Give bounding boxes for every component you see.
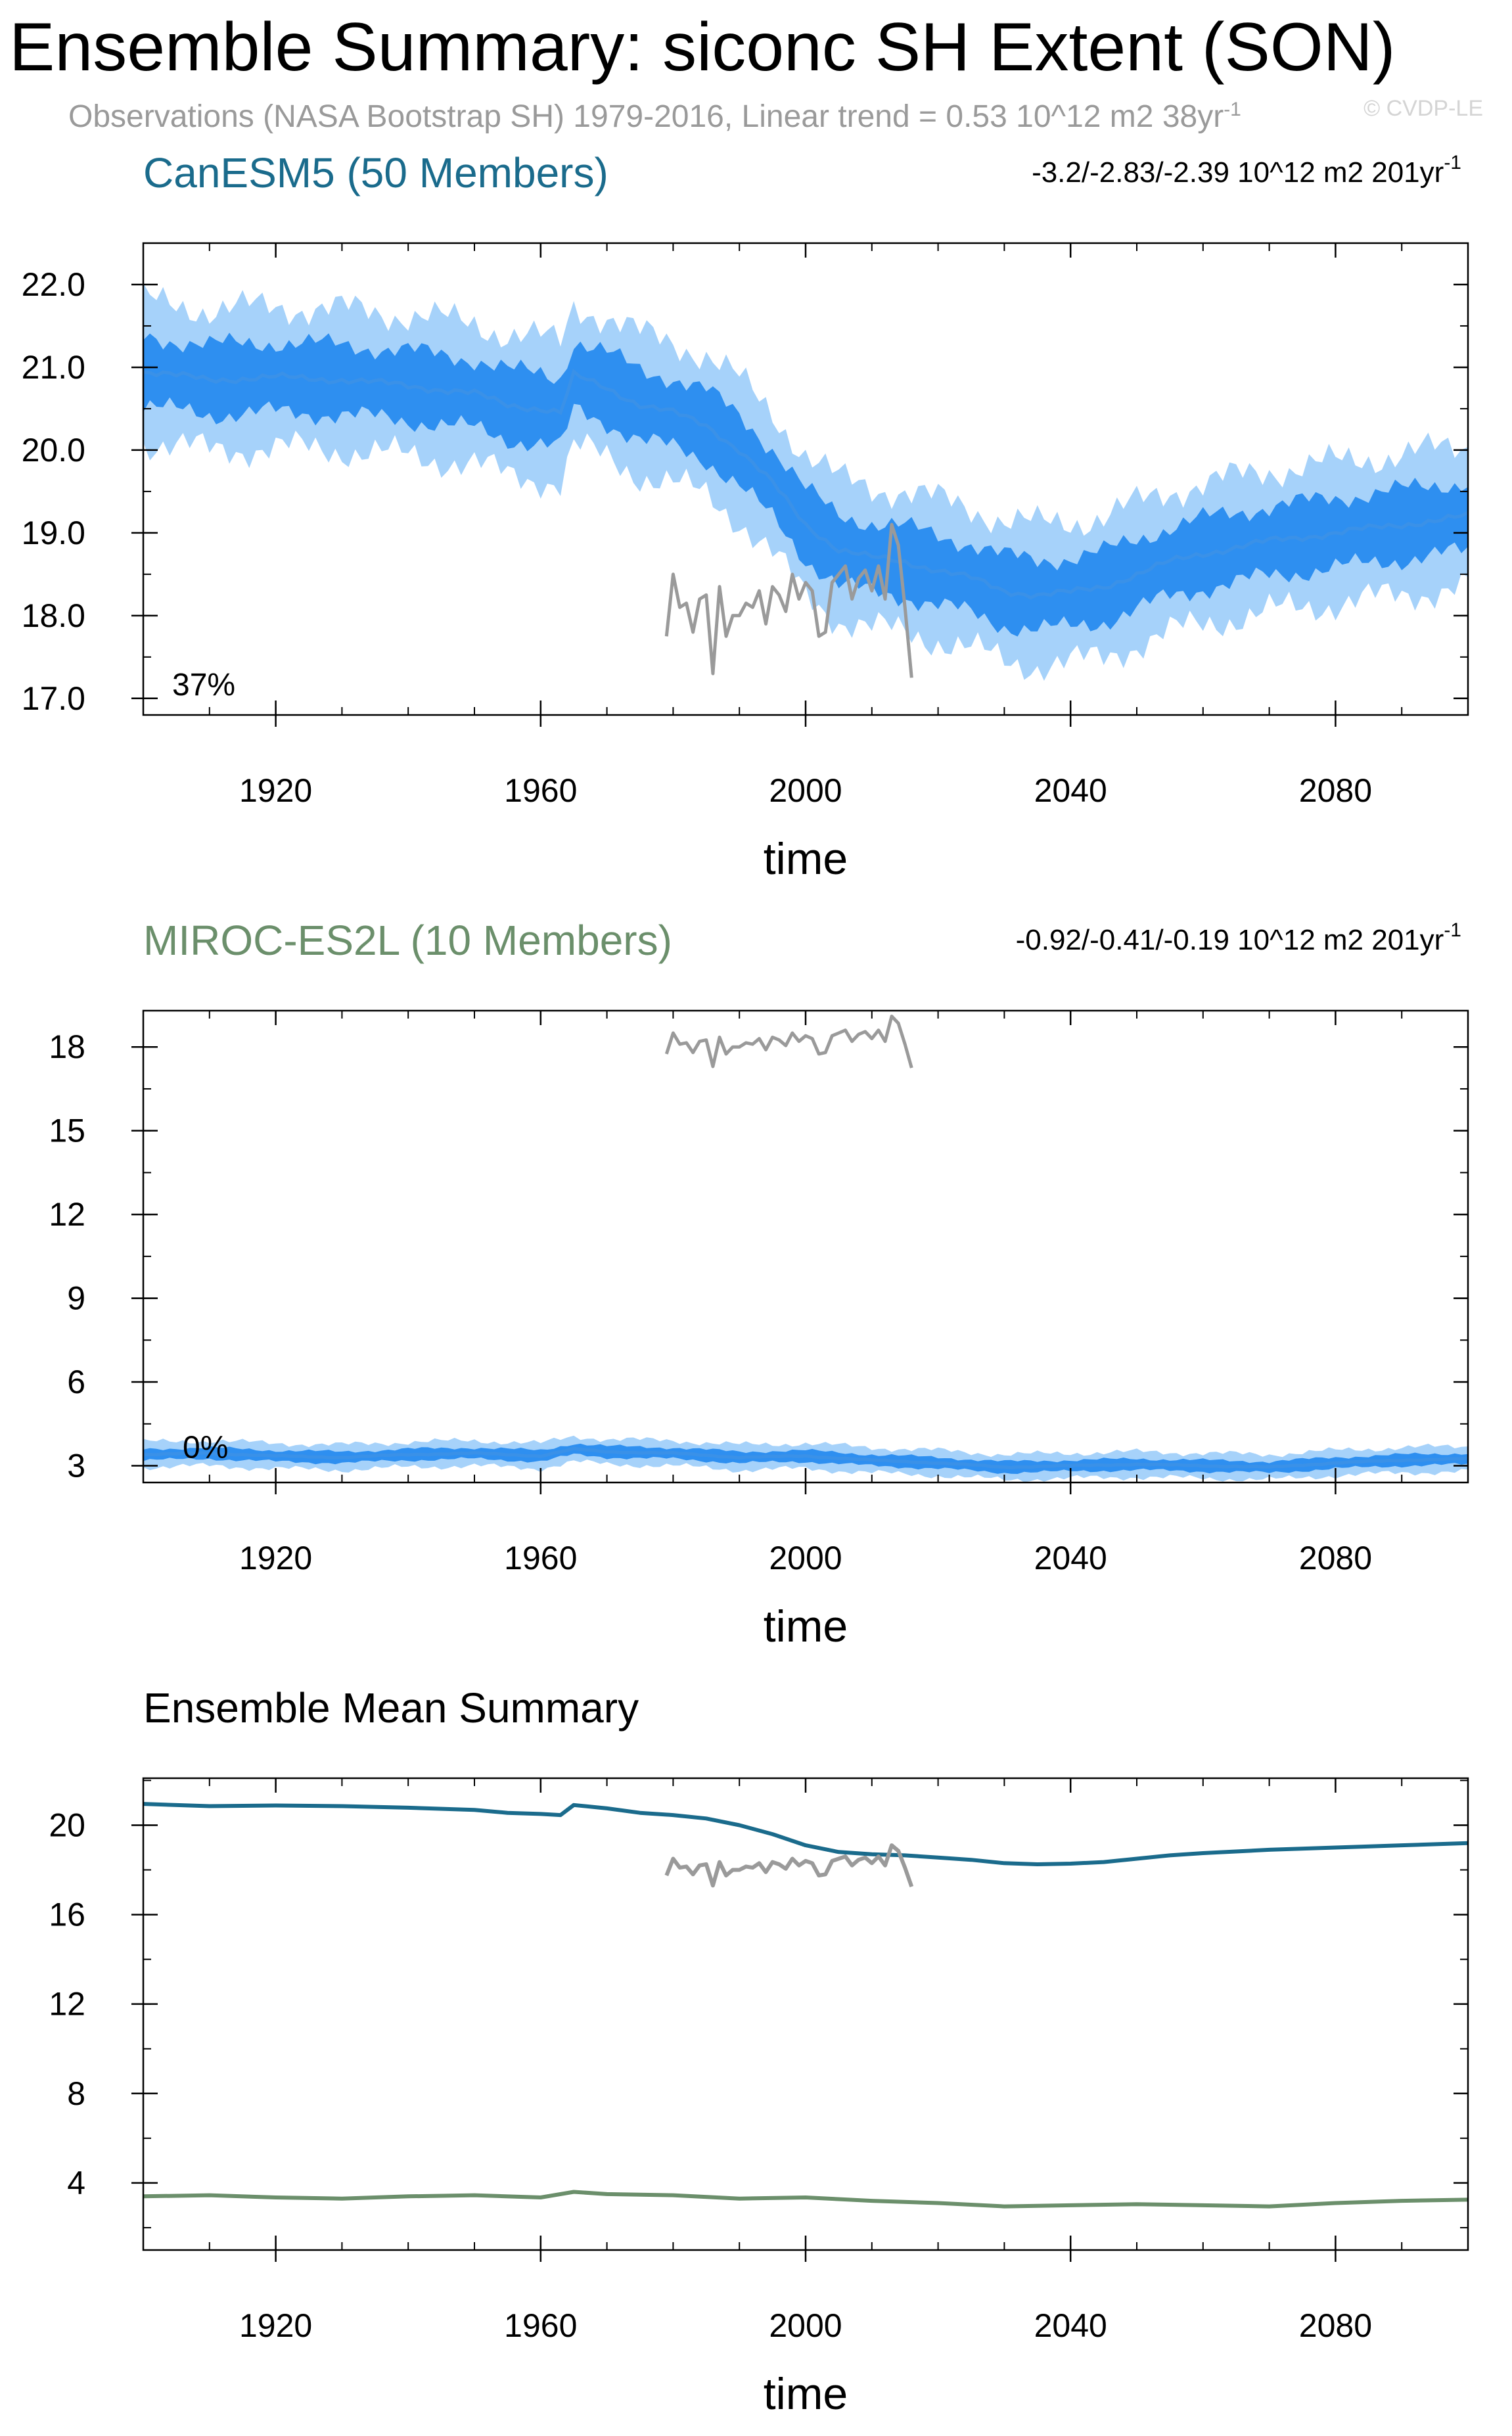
x-tick-label: 2000	[769, 772, 842, 809]
x-axis-label: time	[764, 1601, 848, 1651]
plot-area	[143, 283, 1468, 681]
x-tick-label: 1960	[504, 1540, 577, 1576]
chart-panel-2: MIROC-ES2L (10 Members) -0.92/-0.41/-0.19…	[49, 917, 1469, 1651]
annotation-percent: 0%	[183, 1431, 228, 1465]
y-tick-label: 15	[49, 1113, 85, 1149]
x-axis-label: time	[764, 2369, 848, 2419]
y-tick-label: 18.0	[22, 597, 85, 634]
subtitle-text: Observations (NASA Bootstrap SH) 1979-20…	[68, 99, 1224, 134]
y-tick-label: 19.0	[22, 515, 85, 551]
trend-text: -3.2/-2.83/-2.39 10^12 m2 201yr-1	[1032, 152, 1461, 189]
x-tick-label: 1920	[239, 1540, 312, 1576]
subtitle-superscript: -1	[1224, 99, 1241, 120]
observations-line	[664, 522, 913, 678]
panel-title: CanESM5 (50 Members)	[143, 149, 608, 196]
y-tick-label: 20.0	[22, 432, 85, 469]
y-tick-label: 17.0	[22, 680, 85, 717]
plot-area	[143, 1015, 1468, 1482]
trend-superscript: -1	[1444, 919, 1461, 941]
observations-line	[664, 1015, 913, 1069]
y-tick-label: 3	[67, 1448, 85, 1484]
page-title: Ensemble Summary: siconc SH Extent (SON)	[9, 9, 1396, 85]
y-tick-label: 6	[67, 1364, 85, 1400]
watermark: © CVDP-LE	[1363, 96, 1483, 121]
x-tick-label: 1960	[504, 772, 577, 809]
series-line-1	[143, 1802, 1468, 1866]
y-tick-label: 12	[49, 1196, 85, 1233]
panel-title: MIROC-ES2L (10 Members)	[143, 917, 672, 964]
series-line-2	[143, 2190, 1468, 2209]
plot-frame	[142, 1009, 1469, 1484]
x-tick-label: 1920	[239, 2307, 312, 2344]
ensemble-mean-line	[143, 368, 1468, 600]
plot-area	[143, 1802, 1468, 2209]
x-tick-label: 2080	[1299, 2307, 1372, 2344]
x-tick-label: 2040	[1034, 2307, 1107, 2344]
series-line-3	[664, 1843, 914, 1888]
y-tick-label: 8	[67, 2075, 85, 2112]
x-axis-label: time	[764, 834, 848, 884]
ensemble-inner-spread	[143, 333, 1468, 637]
chart-panel-1: CanESM5 (50 Members) -3.2/-2.83/-2.39 10^…	[22, 149, 1469, 884]
x-tick-label: 1960	[504, 2307, 577, 2344]
y-tick-label: 9	[67, 1280, 85, 1317]
trend-superscript: -1	[1444, 152, 1461, 173]
x-tick-label: 2080	[1299, 772, 1372, 809]
chart-panel-3: Ensemble Mean Summary 4 8 12 16 20 1920 1960 200…	[49, 1684, 1469, 2419]
y-tick-label: 18	[49, 1028, 85, 1065]
panel-title: Ensemble Mean Summary	[143, 1684, 639, 1732]
x-tick-label: 2040	[1034, 772, 1107, 809]
y-tick-label: 21.0	[22, 349, 85, 386]
x-tick-label: 2040	[1034, 1540, 1107, 1576]
y-tick-label: 16	[49, 1896, 85, 1933]
ensemble-outer-spread	[143, 283, 1468, 681]
y-tick-label: 20	[49, 1806, 85, 1843]
trend-text: -0.92/-0.41/-0.19 10^12 m2 201yr-1	[1016, 919, 1461, 956]
x-tick-label: 2000	[769, 1540, 842, 1576]
x-tick-label: 2080	[1299, 1540, 1372, 1576]
x-tick-label: 1920	[239, 772, 312, 809]
y-tick-label: 4	[67, 2165, 85, 2201]
y-tick-label: 22.0	[22, 266, 85, 303]
annotation-percent: 37%	[172, 668, 235, 702]
x-tick-label: 2000	[769, 2307, 842, 2344]
ensemble-mean-line	[143, 1446, 1468, 1469]
subtitle: Observations (NASA Bootstrap SH) 1979-20…	[68, 100, 1241, 133]
y-tick-label: 12	[49, 1986, 85, 2023]
